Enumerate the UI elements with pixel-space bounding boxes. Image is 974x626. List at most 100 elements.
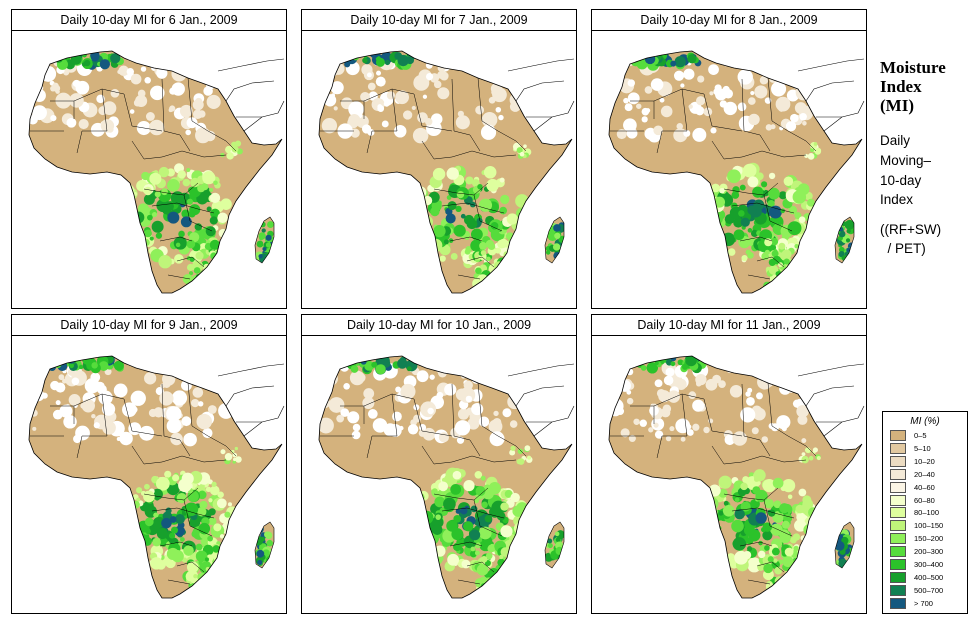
wet-patch [151,220,164,233]
wet-patch [478,198,493,212]
wet-patch [492,579,499,585]
wet-patch [213,180,218,186]
country-borders [30,77,262,280]
map-panel-8-jan: Daily 10-day MI for 8 Jan., 2009 [591,9,867,309]
desert-patch [613,68,619,74]
madagascar-coastline [544,521,565,569]
wet-patch [211,279,217,285]
wet-patch [161,188,168,196]
desert-patch [437,87,450,100]
wet-patch [499,206,508,215]
wet-patch [115,204,130,219]
wet-patch [778,242,786,250]
legend-label: 40–60 [914,482,935,492]
wet-patch [460,213,466,219]
atlas-wet-patch [56,51,66,58]
madagascar-wet-patch [553,224,561,232]
border-line [187,382,209,437]
atlas-wet-patch [670,60,677,67]
desert-patch [183,432,197,447]
atlas-wet-patch [406,366,412,372]
desert-patch [659,97,665,103]
desert-patch [740,407,756,423]
wet-patch [174,254,184,264]
desert-patch [363,388,375,399]
wet-patch [208,517,217,526]
wet-patch [213,523,222,532]
wet-patch [463,480,475,492]
wet-patch [489,583,497,591]
desert-patch [392,411,402,422]
desert-patch [627,92,640,105]
desert-patch [381,120,389,128]
wet-patch [441,477,447,483]
madagascar-wet-patch [845,238,851,243]
desert-patch [791,77,804,90]
wet-patch [793,545,799,551]
wet-patch [139,546,147,554]
desert-patch [471,402,484,416]
wet-patch [768,205,782,219]
legend-item: 150–200 [890,533,968,545]
highland-patch [231,449,235,454]
madagascar-wet-patch [554,232,561,239]
desert-patch [616,128,627,140]
wet-patch [431,524,443,535]
wet-patch [734,550,749,565]
desert-patch [135,94,148,108]
desert-patch [190,372,203,386]
madagascar-wet-patch [265,234,272,241]
legend-label: > 700 [914,598,933,608]
wet-patch [789,261,797,269]
wet-patch [197,490,207,500]
border-line [747,579,771,585]
wet-patch [166,482,180,496]
wet-patch [469,529,481,541]
desert-patch [321,118,338,134]
wet-patch [788,280,800,292]
wet-patch [169,532,176,539]
wet-patch [117,527,126,536]
desert-patch [803,368,809,374]
desert-patch [754,85,768,99]
map-panel-6-jan: Daily 10-day MI for 6 Jan., 2009 [11,9,287,309]
wet-patch [152,537,161,547]
desert-patch [366,72,372,78]
wet-patch [209,216,218,225]
wet-patch [195,251,204,260]
wet-patch [205,582,218,594]
wet-patch [188,584,199,594]
highland-patch [527,455,532,460]
legend-swatch [890,430,906,441]
desert-patch [340,408,350,417]
wet-patch [408,508,415,514]
wet-patch [131,528,137,534]
desert-patch [489,431,505,447]
wet-patch [488,582,498,591]
border-line [711,445,743,465]
desert-patch [785,121,797,132]
wet-patch [456,190,465,199]
atlas-wet-patch [654,361,659,366]
desert-patch [41,392,48,399]
desert-patch [797,414,808,425]
desert-patch [203,86,213,96]
highland-patch [220,152,225,158]
africa-coastline [28,50,283,294]
desert-patch [160,383,166,389]
wet-patch [731,519,744,533]
wet-patch [470,546,476,552]
desert-patch [505,75,511,81]
border-line [741,455,807,463]
desert-patch [788,61,795,68]
wet-patch [792,564,800,573]
legend-label: 300–400 [914,560,944,569]
border-line [703,93,743,132]
desert-patch [493,410,499,417]
legend-swatch [890,520,906,532]
africa-moisture-map [608,50,865,294]
wet-patch [182,557,188,563]
wet-patch [772,477,784,489]
atlas-wet-patch [99,59,110,70]
highland-patch [807,152,815,160]
